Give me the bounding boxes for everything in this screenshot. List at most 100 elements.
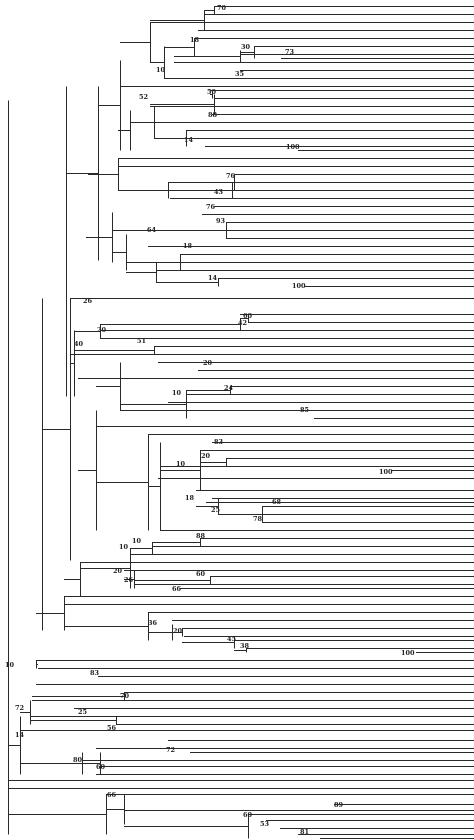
bootstrap-value: 20 <box>113 567 123 575</box>
bootstrap-value: 73 <box>285 48 295 56</box>
internal-node <box>30 716 117 725</box>
internal-node <box>200 458 227 467</box>
internal-node <box>42 298 71 561</box>
internal-node <box>126 254 181 271</box>
bootstrap-value: 70 <box>120 692 130 700</box>
bootstrap-value: 70 <box>217 4 227 12</box>
bootstrap-value: 20 <box>97 326 107 334</box>
bootstrap-value: 20 <box>173 627 183 635</box>
internal-node <box>86 212 113 263</box>
bootstrap-value: 20 <box>203 359 213 367</box>
internal-node <box>74 324 101 339</box>
internal-node <box>118 182 169 199</box>
internal-node <box>182 636 235 649</box>
internal-node <box>98 60 121 151</box>
internal-node <box>66 86 99 261</box>
bootstrap-value: 64 <box>147 226 157 234</box>
bootstrap-value: 10 <box>132 537 142 545</box>
internal-node <box>172 628 183 637</box>
bootstrap-value: 10 <box>119 543 129 551</box>
internal-node <box>8 716 21 775</box>
bootstrap-value: 30 <box>241 43 251 51</box>
bootstrap-value: 26 <box>83 297 93 305</box>
bootstrap-value: 88 <box>196 532 206 540</box>
bootstrap-value: 10 <box>5 661 15 669</box>
bootstrap-value: 52 <box>139 93 148 101</box>
internal-node <box>74 346 155 355</box>
bootstrap-value: 24 <box>224 384 234 392</box>
internal-node <box>20 700 31 725</box>
bootstrap-value: 88 <box>208 111 218 119</box>
bootstrap-value: 18 <box>183 242 193 250</box>
internal-node <box>96 362 121 411</box>
internal-node <box>126 262 157 283</box>
bootstrap-value: 60 <box>243 811 253 819</box>
internal-node <box>196 498 219 515</box>
internal-node <box>36 660 38 669</box>
internal-node <box>96 434 149 531</box>
bootstrap-value: 20 <box>201 452 211 460</box>
bootstrap-value: 78 <box>253 515 263 523</box>
tree-branches <box>8 6 474 839</box>
bootstrap-value: 18 <box>190 36 200 44</box>
bootstrap-value: 89 <box>334 801 344 809</box>
internal-node <box>156 278 219 287</box>
root-spine <box>8 86 67 835</box>
bootstrap-value: 66 <box>172 585 182 593</box>
bootstrap-value: 83 <box>214 438 224 446</box>
bootstrap-value: 10 <box>176 460 186 468</box>
bootstrap-value: 36 <box>148 619 158 627</box>
internal-node <box>168 182 233 199</box>
internal-node <box>174 50 241 63</box>
bootstrap-value: 35 <box>235 70 245 78</box>
bootstrap-value: 72 <box>166 746 175 754</box>
bootstrap-value: 26 <box>124 576 134 584</box>
internal-node <box>112 222 227 239</box>
internal-node <box>150 94 215 115</box>
bootstrap-value: 76 <box>206 203 216 211</box>
internal-node <box>134 576 211 585</box>
bootstrap-value: 68 <box>272 498 282 506</box>
bootstrap-value: 45 <box>227 635 237 643</box>
bootstrap-value: 93 <box>216 217 226 225</box>
bootstrap-value: 83 <box>90 669 100 677</box>
internal-node <box>160 450 201 491</box>
internal-node <box>152 538 201 547</box>
internal-node <box>82 752 101 775</box>
internal-node <box>36 596 65 631</box>
internal-node <box>112 234 127 271</box>
bootstrap-value: 25 <box>211 506 221 514</box>
bootstrap-value: 80 <box>73 756 83 764</box>
bootstrap-value: 56 <box>107 724 117 732</box>
bootstrap-value: 60 <box>196 570 206 578</box>
bootstrap-value: 100 <box>379 468 393 476</box>
internal-node <box>124 814 249 839</box>
internal-node <box>130 106 155 139</box>
bootstrap-value: 38 <box>240 642 250 650</box>
internal-node <box>118 110 131 151</box>
internal-node <box>234 648 247 653</box>
bootstrap-value: 40 <box>74 340 84 348</box>
internal-node <box>80 548 131 589</box>
internal-node <box>204 6 215 15</box>
internal-node <box>120 22 151 63</box>
bootstrap-value: 100 <box>286 143 300 151</box>
internal-node <box>64 612 149 641</box>
bootstrap-value: 43 <box>214 188 224 196</box>
internal-node <box>186 386 231 395</box>
internal-node <box>100 318 241 331</box>
internal-node <box>164 38 195 57</box>
bootstrap-value: 100 <box>292 282 306 290</box>
internal-node <box>218 506 263 523</box>
internal-node <box>150 10 205 31</box>
bootstrap-value: 60 <box>96 763 106 771</box>
bootstrap-value: 53 <box>260 820 270 828</box>
internal-node <box>8 794 107 835</box>
bootstrap-value: 10 <box>172 389 182 397</box>
bootstrap-value: 76 <box>226 172 236 180</box>
internal-node <box>240 314 249 323</box>
bootstrap-value: 14 <box>184 136 194 144</box>
bootstrap-value: 18 <box>185 494 195 502</box>
bootstrap-value: 50 <box>207 88 217 96</box>
